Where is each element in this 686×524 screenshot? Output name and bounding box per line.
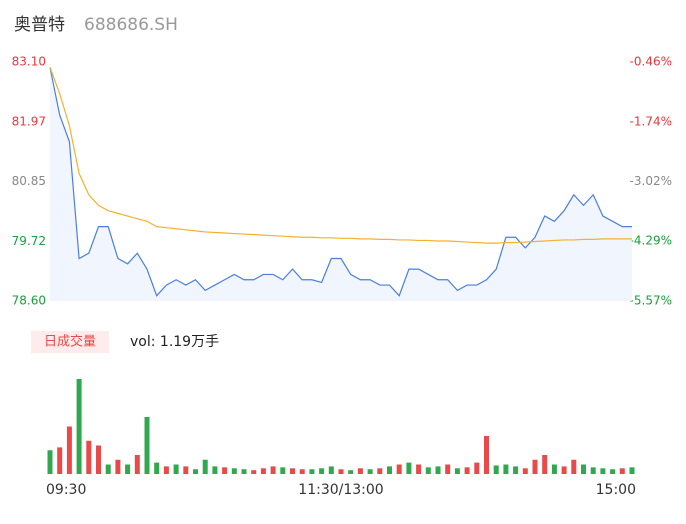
volume-bar [231,468,237,474]
volume-bar [406,462,412,474]
y-tick-label: 81.97 [12,115,46,129]
volume-bar [183,466,189,474]
volume-bar [416,464,422,474]
price-line [49,67,632,297]
volume-bar [222,467,228,474]
x-tick-label: 11:30/13:00 [298,482,383,498]
volume-bar [619,468,625,474]
volume-bar [251,470,257,474]
volume-bar [542,455,548,474]
volume-bar [435,466,441,474]
volume-bar [299,469,305,474]
volume-bar [522,468,528,474]
volume-bar [513,466,519,474]
volume-bar [387,466,392,474]
volume-bar [561,466,567,474]
volume-bar [163,466,169,474]
stock-code: 688686.SH [84,15,178,35]
y2-tick-label: -0.46% [630,55,672,69]
volume-bar [484,436,489,474]
volume-bar [154,462,160,474]
y-tick-label: 79.72 [12,234,46,248]
volume-bar [357,468,363,474]
y2-tick-label: -3.02% [630,174,672,188]
volume-bar [474,462,480,474]
average-line [49,67,632,244]
volume-badge [31,331,109,353]
volume-bar [202,459,208,474]
y2-tick-label: -4.29% [630,234,672,248]
volume-bar [144,417,150,474]
volume-bar [600,468,606,474]
volume-bar [105,464,111,474]
volume-bar [241,469,247,474]
volume-bar [47,450,53,474]
stock-name: 奥普特 [14,15,65,35]
volume-bar [260,468,266,474]
volume-bar [571,459,577,474]
volume-bar [328,466,334,474]
x-tick-label: 15:00 [596,482,636,498]
volume-bar [338,469,344,474]
volume-bar [66,426,72,474]
volume-bar [193,469,198,474]
volume-bar [396,464,402,474]
volume-bar [610,469,616,474]
volume-bar [445,464,451,474]
volume-title: 日成交量 [44,334,96,350]
volume-bar [57,447,63,474]
volume-bar [348,470,354,474]
y-tick-label: 80.85 [12,174,46,188]
volume-bar [425,467,431,474]
volume-bar [212,466,218,474]
volume-bar [280,467,286,474]
y-tick-label: 78.60 [12,294,46,308]
volume-bar [464,467,470,474]
volume-bar [377,468,383,474]
volume-bar [503,464,509,474]
volume-bar [454,468,460,474]
y2-tick-label: -5.57% [630,294,672,308]
volume-bar [173,464,179,474]
volume-bar [590,467,596,474]
volume-bar [319,468,325,474]
volume-bar [309,469,315,474]
x-tick-label: 09:30 [46,482,86,498]
volume-bar [86,440,92,474]
price-area [50,67,632,301]
volume-bar [367,469,373,474]
volume-bar [76,379,82,474]
volume-bar [134,455,140,474]
volume-bar [551,464,557,474]
volume-bar [629,467,635,474]
volume-bar [493,465,499,474]
volume-bar [125,464,131,474]
y2-tick-label: -1.74% [630,114,672,128]
volume-bar [115,459,121,474]
volume-bar [96,445,101,474]
y-tick-label: 83.10 [12,55,46,69]
volume-bar [581,464,586,474]
volume-bar [290,468,295,474]
volume-bar [270,466,276,474]
volume-bar [532,459,538,474]
volume-total: vol: 1.19万手 [130,334,219,350]
